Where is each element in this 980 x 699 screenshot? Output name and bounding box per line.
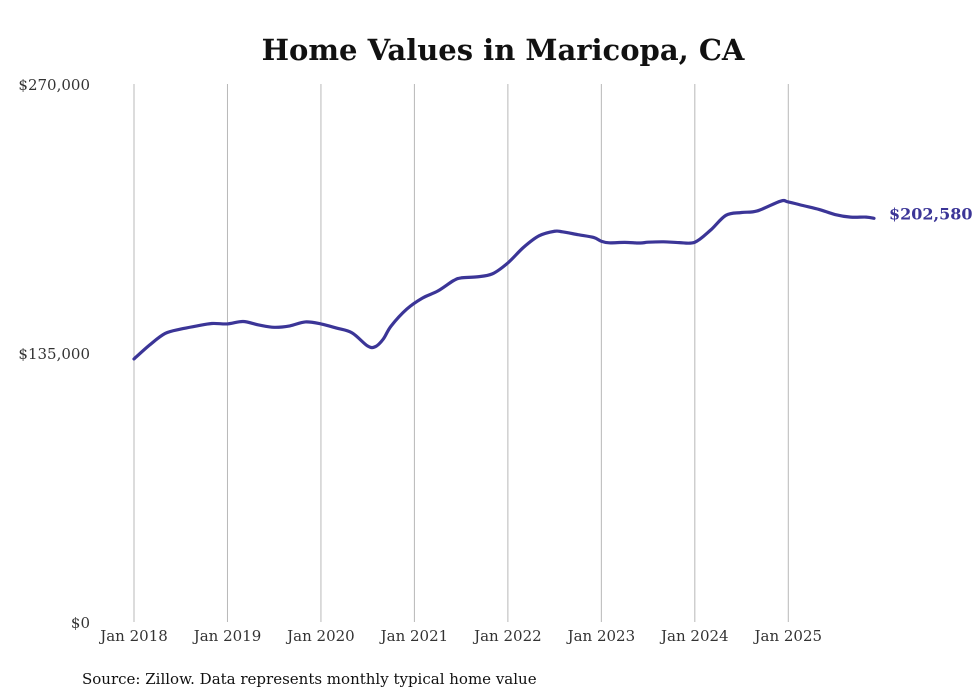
gridlines bbox=[133, 84, 789, 622]
x-tick-label: Jan 2019 bbox=[192, 627, 262, 645]
x-tick-label: Jan 2020 bbox=[285, 627, 355, 645]
source-note: Source: Zillow. Data represents monthly … bbox=[82, 670, 537, 688]
y-tick-label: $135,000 bbox=[18, 345, 90, 363]
x-tick-label: Jan 2021 bbox=[379, 627, 449, 645]
end-value-label: $202,580 bbox=[889, 204, 973, 223]
x-tick-label: Jan 2025 bbox=[753, 627, 823, 645]
x-tick-label: Jan 2023 bbox=[566, 627, 636, 645]
series-layer bbox=[132, 198, 876, 361]
x-tick-label: Jan 2024 bbox=[659, 627, 729, 645]
chart-title: Home Values in Maricopa, CA bbox=[262, 33, 745, 67]
x-tick-label: Jan 2022 bbox=[472, 627, 542, 645]
series-line-0 bbox=[132, 198, 876, 361]
x-axis-ticks: Jan 2018 Jan 2019 Jan 2020 Jan 2021 Jan 2022… bbox=[98, 627, 822, 645]
y-tick-label: $270,000 bbox=[18, 76, 90, 94]
x-tick-label: Jan 2018 bbox=[98, 627, 168, 645]
y-tick-label: $0 bbox=[71, 614, 90, 632]
y-axis-ticks: $0 $135,000 $270,000 bbox=[18, 76, 90, 632]
